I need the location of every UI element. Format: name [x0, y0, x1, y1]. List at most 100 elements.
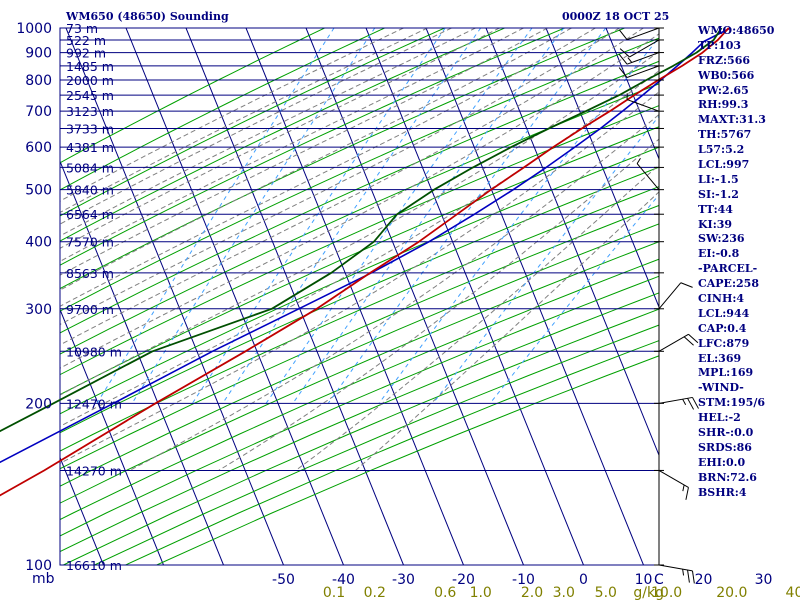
pressure-tick-label: 200	[25, 396, 52, 412]
index-item: SHR-:0.0	[698, 426, 754, 440]
temperature-tick-label: -10	[512, 572, 535, 588]
mixing-ratio-tick-label: 40.0	[786, 585, 800, 600]
index-item: -PARCEL-	[698, 262, 758, 276]
wind-barb	[618, 65, 660, 79]
moist-adiabat	[60, 50, 659, 396]
temperature-tick-label: -40	[332, 572, 355, 588]
isotherm-line	[60, 160, 224, 565]
isotherm-line	[425, 28, 644, 565]
temperature-tick-label: 0	[579, 572, 588, 588]
height-label: 12470 m	[66, 396, 122, 411]
temperature-tick-label: 20	[695, 572, 713, 588]
wind-barb	[618, 27, 660, 41]
index-item: CINH:4	[698, 292, 745, 306]
mixing-ratio-tick-label: 3.0	[553, 585, 575, 600]
mixing-ratio-line	[432, 115, 659, 404]
temperature-unit-label: C	[654, 572, 664, 588]
height-label: 2000 m	[66, 73, 114, 88]
wind-barb	[658, 396, 699, 410]
temperature-tick-label: -30	[392, 572, 415, 588]
height-label: 7570 m	[66, 235, 114, 250]
height-label: 6564 m	[66, 207, 114, 222]
moist-adiabat	[60, 28, 452, 225]
dry-adiabat	[60, 258, 659, 521]
index-item: RH:99.3	[698, 98, 749, 112]
mixing-ratio-line	[191, 28, 446, 404]
index-item: TT:44	[698, 202, 733, 216]
wind-barb-shaft	[629, 39, 660, 58]
plot-frame	[59, 27, 660, 566]
wind-barb-flag	[688, 333, 699, 344]
height-label: 3733 m	[66, 121, 114, 136]
height-label: 5840 m	[66, 183, 114, 198]
height-label: 522 m	[66, 33, 106, 48]
isotherm-line	[60, 308, 164, 565]
dry-adiabat	[60, 28, 385, 191]
sounding-time: 0000Z 18 OCT 25	[562, 10, 670, 23]
indices-panel: WMO:48650 TP:103 FRZ:566 WB0:566 PW:2.65 RH:9…	[698, 24, 800, 501]
dry-adiabat	[60, 83, 659, 355]
wind-barb-shaft	[626, 27, 660, 41]
wind-barb-shaft	[658, 396, 693, 404]
wind-barb-half-flag	[682, 398, 687, 405]
height-label: 2545 m	[66, 88, 114, 103]
height-label: 5084 m	[66, 160, 114, 175]
parcel-trace	[0, 27, 731, 464]
pressure-tick-label: 700	[25, 104, 52, 120]
dry-adiabat	[60, 105, 659, 376]
pressure-tick-label: 1000	[16, 21, 52, 37]
pressure-tick-label: 300	[25, 302, 52, 318]
mixing-ratio-line	[378, 36, 659, 404]
dry-adiabat	[60, 204, 659, 470]
station-title: WM650 (48650) Sounding	[66, 10, 229, 23]
mixing-ratio-line	[327, 28, 607, 404]
temperature-tick-label: -20	[452, 572, 475, 588]
moist-adiabat	[60, 28, 404, 202]
index-item: KI:39	[698, 217, 733, 231]
pressure-tick-label: 400	[25, 235, 52, 251]
index-item: LCL:997	[698, 158, 750, 172]
temperature-tick-label: -50	[272, 572, 295, 588]
background-lines	[60, 28, 659, 565]
wind-barb-flag	[618, 29, 628, 40]
wind-barb-half-flag	[627, 57, 633, 63]
dry-adiabat	[60, 146, 659, 415]
wind-barb	[618, 52, 660, 65]
wind-barb-flag	[687, 398, 695, 410]
pressure-tick-label: 900	[25, 46, 52, 62]
index-item: MAXT:31.3	[698, 113, 766, 127]
moist-adiabat	[129, 114, 659, 471]
moist-adiabat	[60, 28, 428, 214]
mixing-ratio-unit-label: g/kg	[633, 585, 664, 600]
index-item: SI:-1.2	[698, 187, 739, 201]
isotherm-line	[185, 28, 404, 565]
dry-adiabat	[60, 186, 659, 452]
isotherm-line	[305, 28, 524, 565]
mixing-ratio-tick-label: 20.0	[716, 585, 747, 600]
wind-barb-shaft	[658, 564, 693, 572]
height-label: 14270 m	[66, 463, 122, 478]
index-item: PW:2.65	[698, 83, 749, 97]
wind-barb-half-flag	[682, 484, 685, 492]
index-item: L57:5.2	[698, 143, 745, 157]
index-item: HEL:-2	[698, 411, 741, 425]
pressure-tick-label: 800	[25, 73, 52, 89]
moist-adiabat	[60, 91, 659, 464]
moist-adiabat	[60, 33, 659, 369]
wind-barb-flag	[619, 48, 630, 58]
height-label: 9700 m	[66, 302, 114, 317]
height-label: 8563 m	[66, 266, 114, 281]
wind-barb-flag	[618, 67, 628, 78]
isotherm-line	[365, 28, 584, 565]
index-item: BSHR:4	[698, 485, 747, 499]
wind-barb-flag	[680, 282, 693, 288]
height-label: 10980 m	[66, 344, 122, 359]
temperature-tick-label: 30	[755, 572, 773, 588]
mixing-ratio-tick-label: 0.6	[434, 585, 456, 600]
dry-adiabat	[60, 126, 659, 396]
dry-adiabat	[60, 275, 659, 537]
moist-adiabat	[60, 28, 548, 276]
wind-barb-shaft	[636, 163, 660, 190]
index-item: BRN:72.6	[698, 470, 757, 484]
